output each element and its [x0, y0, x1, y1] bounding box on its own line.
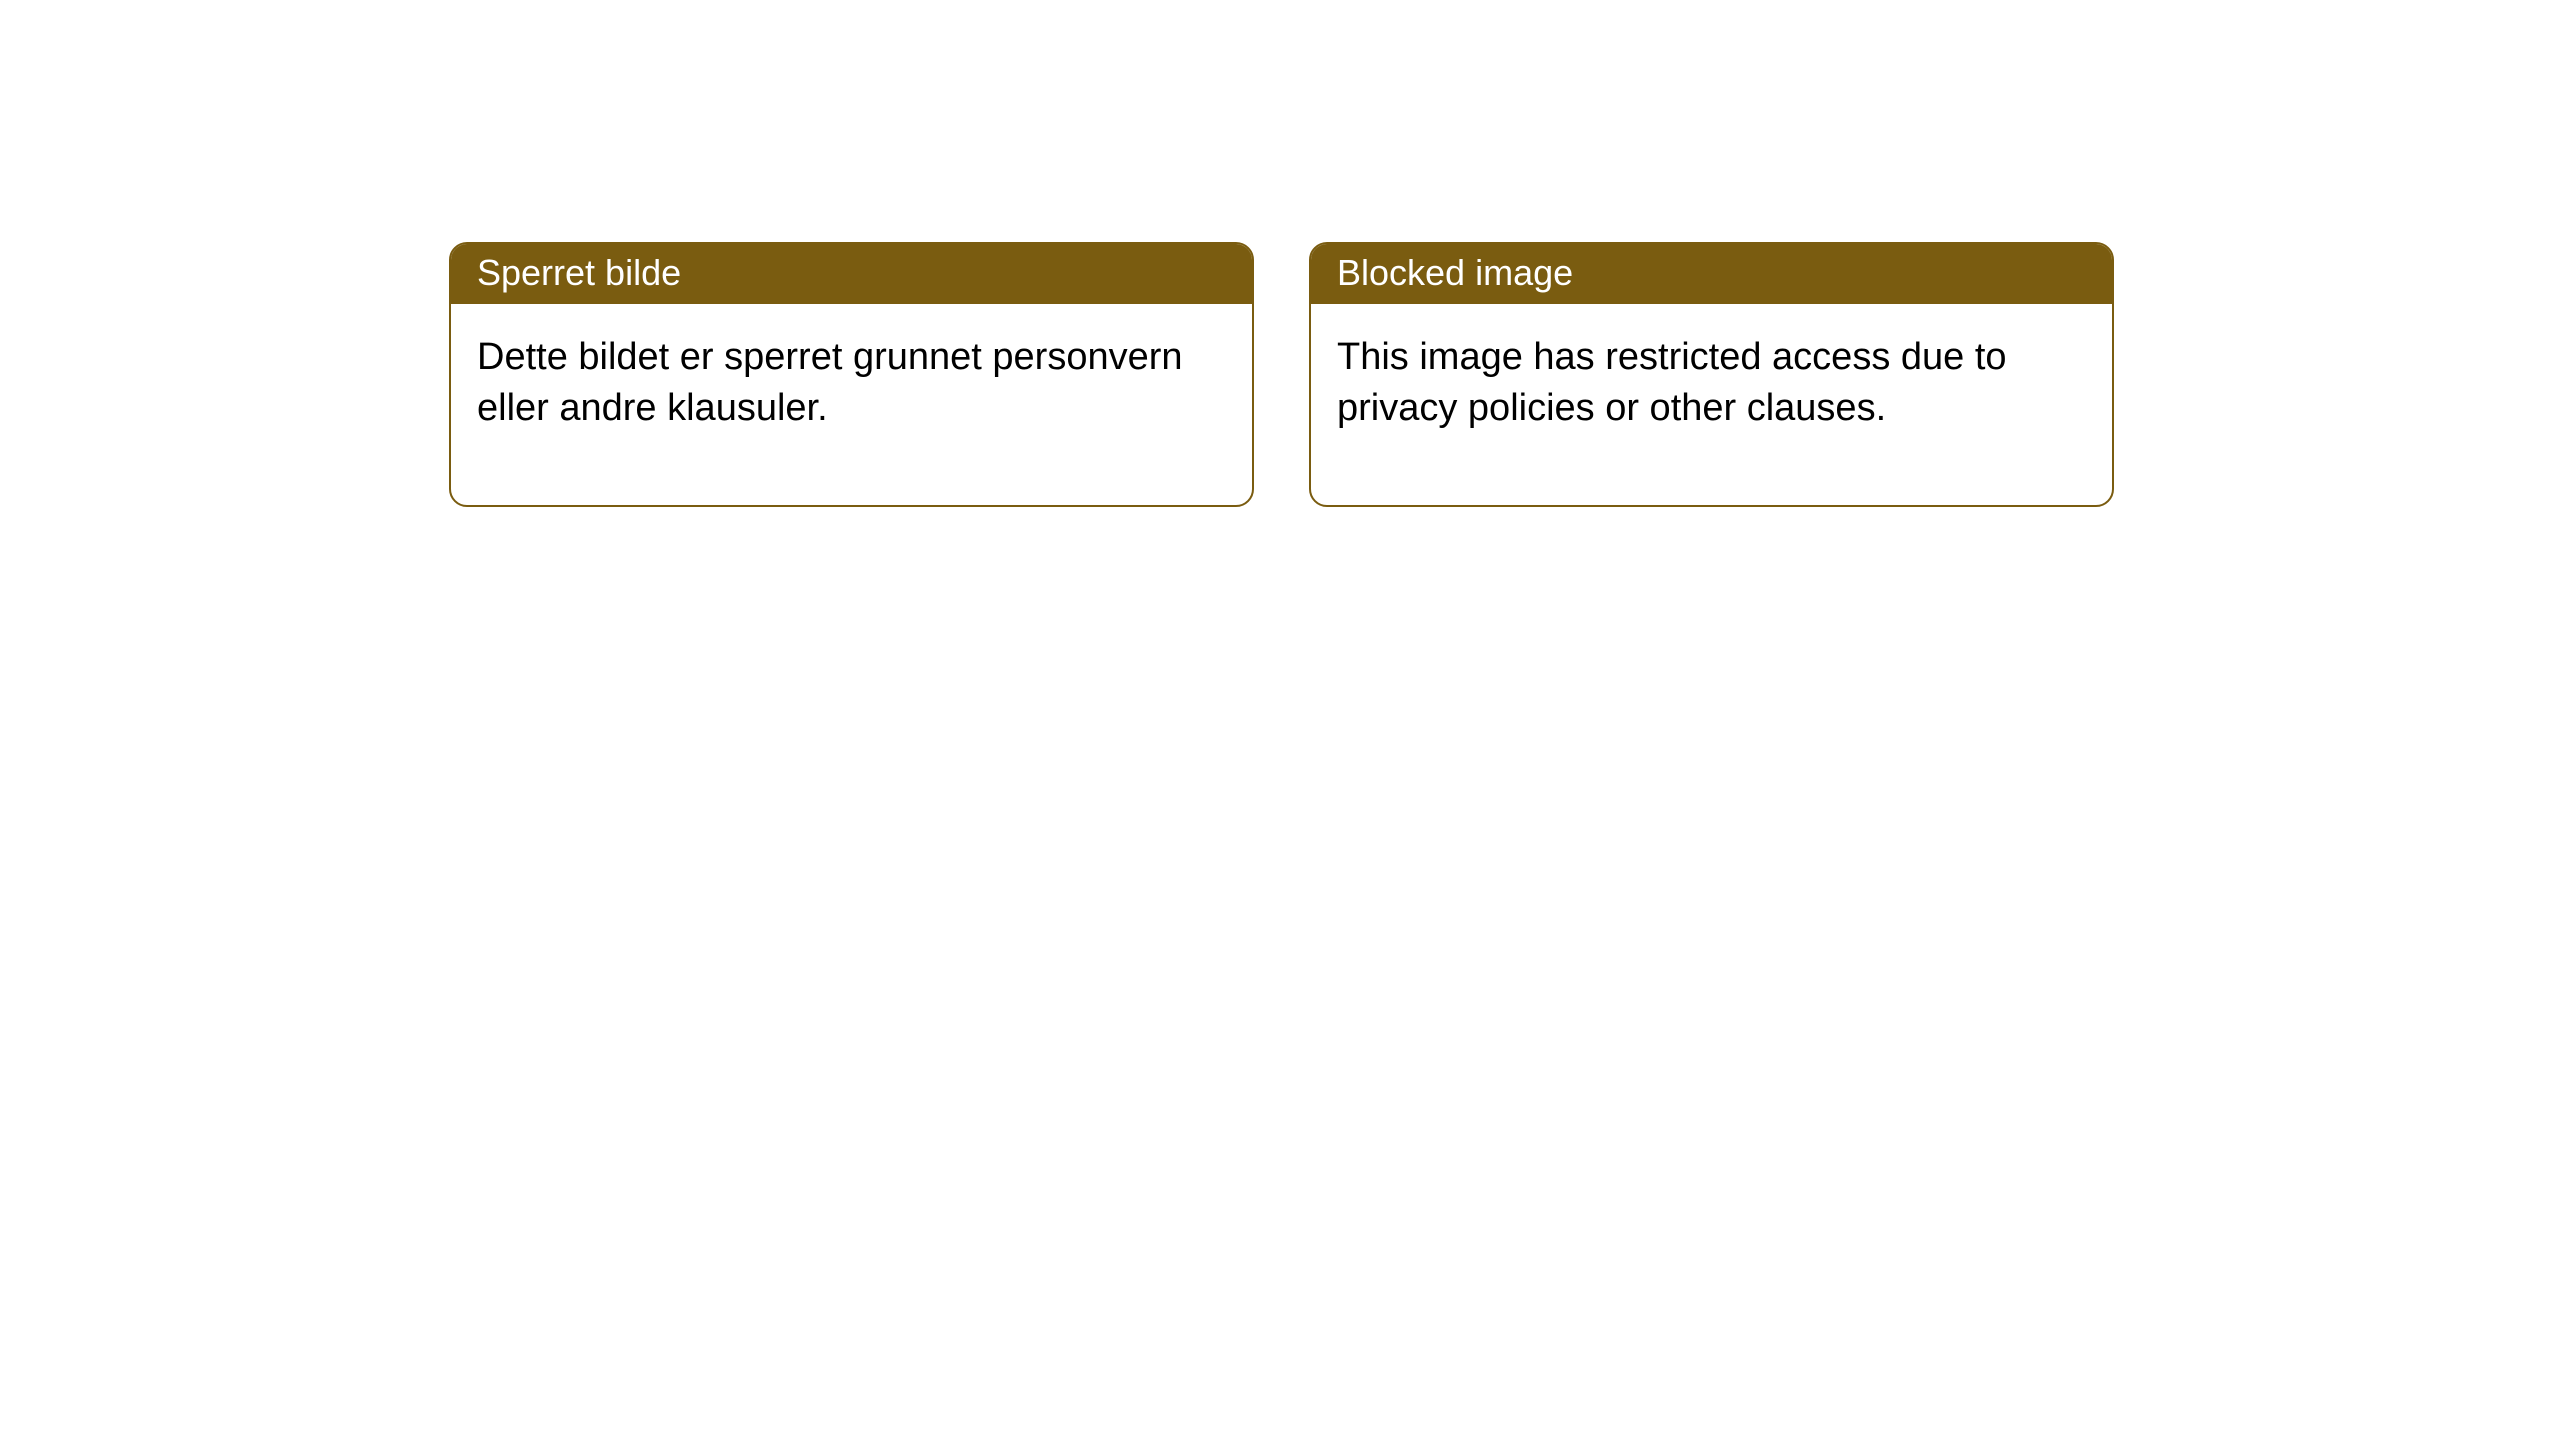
notice-box-norwegian: Sperret bilde Dette bildet er sperret gr… — [449, 242, 1254, 507]
notice-box-english: Blocked image This image has restricted … — [1309, 242, 2114, 507]
notice-body-english: This image has restricted access due to … — [1311, 304, 2112, 505]
notice-title-english: Blocked image — [1311, 244, 2112, 304]
notice-title-norwegian: Sperret bilde — [451, 244, 1252, 304]
notice-body-norwegian: Dette bildet er sperret grunnet personve… — [451, 304, 1252, 505]
notice-container: Sperret bilde Dette bildet er sperret gr… — [0, 0, 2560, 507]
